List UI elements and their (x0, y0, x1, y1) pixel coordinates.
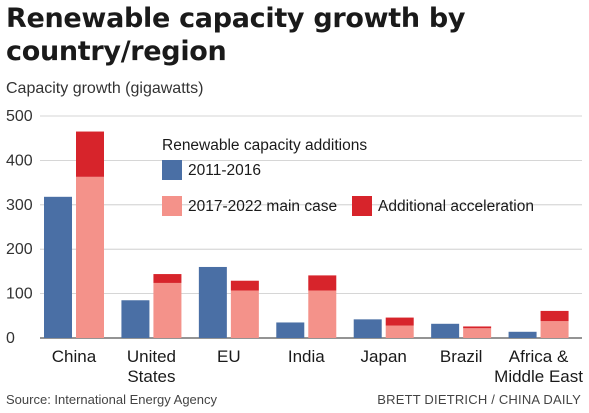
x-tick-label: EU (217, 347, 241, 366)
bar-2017-2022-main (463, 328, 492, 338)
bar-2017-2022-main (230, 290, 259, 338)
legend-label: 2017-2022 main case (188, 198, 337, 215)
x-tick-label: Africa & (509, 347, 569, 366)
legend-label: 2011-2016 (188, 162, 261, 179)
y-tick-label: 500 (6, 108, 33, 125)
bar-additional-acceleration (76, 131, 104, 177)
bar-additional-acceleration (230, 280, 259, 291)
bar-2017-2022-main (308, 290, 337, 338)
legend-swatch (162, 196, 182, 216)
bar-2011-2016 (431, 323, 460, 338)
bar-additional-acceleration (153, 274, 182, 283)
y-tick-label: 200 (6, 241, 33, 258)
legend-swatch (352, 196, 372, 216)
x-tick-label: Japan (361, 347, 407, 366)
credit-note: BRETT DIETRICH / CHINA DAILY (377, 392, 581, 407)
y-tick-label: 100 (6, 286, 33, 303)
x-tick-label: United (127, 347, 176, 366)
source-note: Source: International Energy Agency (6, 392, 218, 407)
bar-additional-acceleration (540, 310, 569, 322)
bar-2011-2016 (121, 300, 150, 338)
bar-2017-2022-main (540, 321, 569, 338)
legend-title: Renewable capacity additions (162, 137, 367, 154)
x-tick-label: India (288, 347, 325, 366)
x-tick-label: States (127, 367, 175, 386)
bar-2011-2016 (276, 322, 305, 338)
bar-additional-acceleration (308, 275, 337, 291)
y-tick-label: 400 (6, 152, 33, 169)
legend-swatch (162, 160, 182, 180)
bar-2017-2022-main (76, 176, 104, 338)
bar-additional-acceleration (385, 317, 414, 326)
y-axis-label: Capacity growth (gigawatts) (6, 80, 204, 97)
bar-additional-acceleration (463, 326, 492, 329)
legend-label: Additional acceleration (378, 198, 534, 215)
bar-2017-2022-main (385, 325, 414, 338)
bar-2017-2022-main (153, 282, 182, 338)
y-tick-label: 300 (6, 197, 33, 214)
chart-title: Renewable capacity growth by country/reg… (6, 3, 466, 67)
x-tick-label: Brazil (440, 347, 483, 366)
bar-2011-2016 (353, 319, 382, 338)
bar-2011-2016 (508, 331, 537, 338)
x-tick-label: Middle East (494, 367, 583, 386)
x-tick-label: China (52, 347, 97, 366)
bar-2011-2016 (44, 196, 72, 338)
y-tick-label: 0 (6, 330, 15, 347)
bar-2011-2016 (198, 266, 227, 338)
